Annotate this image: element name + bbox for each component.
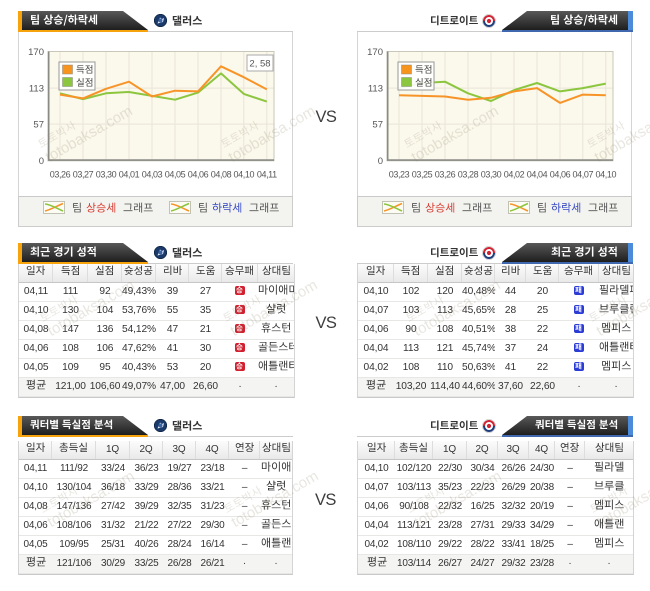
svg-text:03,26: 03,26 <box>435 170 456 180</box>
svg-text:04,01: 04,01 <box>119 170 140 180</box>
svg-text:03,30: 03,30 <box>96 170 117 180</box>
svg-text:0: 0 <box>39 156 44 167</box>
svg-text:170: 170 <box>28 47 44 58</box>
svg-text:03,27: 03,27 <box>73 170 94 180</box>
svg-text:04,06: 04,06 <box>188 170 209 180</box>
svg-text:04,04: 04,04 <box>527 170 548 180</box>
svg-text:57: 57 <box>33 120 44 131</box>
svg-text:04,10: 04,10 <box>596 170 617 180</box>
svg-text:04,11: 04,11 <box>257 170 277 180</box>
svg-text:04,06: 04,06 <box>550 170 571 180</box>
svg-text:113: 113 <box>29 84 44 95</box>
svg-text:04,05: 04,05 <box>165 170 186 180</box>
svg-text:04,08: 04,08 <box>211 170 232 180</box>
svg-text:03,30: 03,30 <box>481 170 502 180</box>
svg-text:2, 58: 2, 58 <box>249 59 270 70</box>
svg-text:57: 57 <box>372 120 383 131</box>
svg-text:04,02: 04,02 <box>504 170 525 180</box>
svg-text:04,10: 04,10 <box>234 170 255 180</box>
svg-text:0: 0 <box>378 156 383 167</box>
svg-text:113: 113 <box>368 84 383 95</box>
svg-text:03,23: 03,23 <box>389 170 410 180</box>
svg-text:170: 170 <box>367 47 383 58</box>
svg-text:04,07: 04,07 <box>573 170 594 180</box>
svg-text:03,28: 03,28 <box>458 170 479 180</box>
svg-text:03,25: 03,25 <box>412 170 433 180</box>
svg-text:03,26: 03,26 <box>50 170 71 180</box>
svg-text:04,03: 04,03 <box>142 170 163 180</box>
